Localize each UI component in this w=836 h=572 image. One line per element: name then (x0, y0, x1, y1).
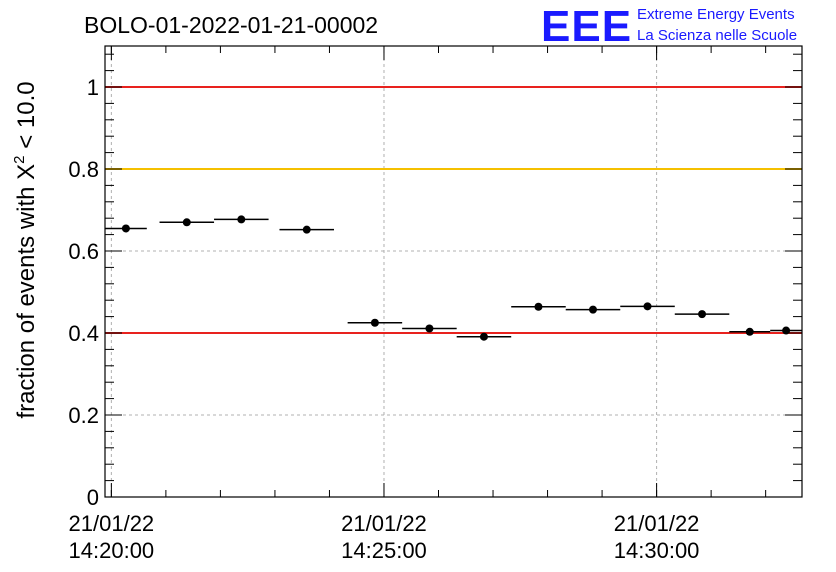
x-tick-label-time: 14:20:00 (69, 538, 155, 563)
y-tick-label: 1 (87, 75, 99, 100)
data-point-marker (425, 324, 434, 333)
data-point-marker (534, 302, 543, 311)
y-tick-labels: 0 0.2 0.4 0.6 0.8 1 (68, 75, 99, 510)
grid (105, 46, 802, 497)
reference-lines (105, 86, 802, 334)
y-tick-label: 0.6 (68, 239, 99, 264)
y-axis-label-prefix: fraction of events with (13, 180, 40, 419)
eee-logo-line1: Extreme Energy Events (637, 6, 795, 23)
axis-ticks (105, 46, 802, 498)
x-tick-label-time: 14:30:00 (614, 538, 700, 563)
data-point-marker (237, 215, 246, 224)
data-point-marker (182, 218, 191, 227)
plot-frame (104, 45, 803, 498)
data-point-marker (370, 318, 379, 327)
eee-logo: EEE Extreme Energy Events La Scienza nel… (541, 2, 797, 51)
data-point-marker (643, 302, 652, 311)
data-point-marker (588, 305, 597, 314)
y-tick-label: 0.8 (68, 157, 99, 182)
x-tick-label-date: 21/01/22 (341, 511, 427, 536)
y-tick-label: 0 (87, 485, 99, 510)
data-point-marker (121, 224, 130, 233)
x-tick-label-time: 14:25:00 (341, 538, 427, 563)
data-point-marker (479, 332, 488, 341)
chart-title: BOLO-01-2022-01-21-00002 (84, 12, 378, 38)
x-tick-labels: 21/01/2214:20:0021/01/2214:25:0021/01/22… (69, 511, 700, 563)
y-axis-label: fraction of events with X2 < 10.0 (11, 81, 40, 418)
data-points (105, 215, 802, 341)
y-tick-label: 0.2 (68, 403, 99, 428)
data-point-marker (698, 310, 707, 319)
eee-logo-line2: La Scienza nelle Scuole (637, 27, 797, 44)
x-tick-label-date: 21/01/22 (614, 511, 700, 536)
y-axis-label-chi: X (13, 164, 40, 180)
eee-logo-mark: EEE (541, 2, 632, 51)
y-tick-label: 0.4 (68, 321, 99, 346)
y-axis-label-sup: 2 (11, 155, 28, 163)
y-axis-label-suffix: < 10.0 (13, 81, 40, 155)
x-tick-label-date: 21/01/22 (69, 511, 155, 536)
data-point-marker (302, 225, 311, 234)
data-point-marker (745, 327, 754, 336)
